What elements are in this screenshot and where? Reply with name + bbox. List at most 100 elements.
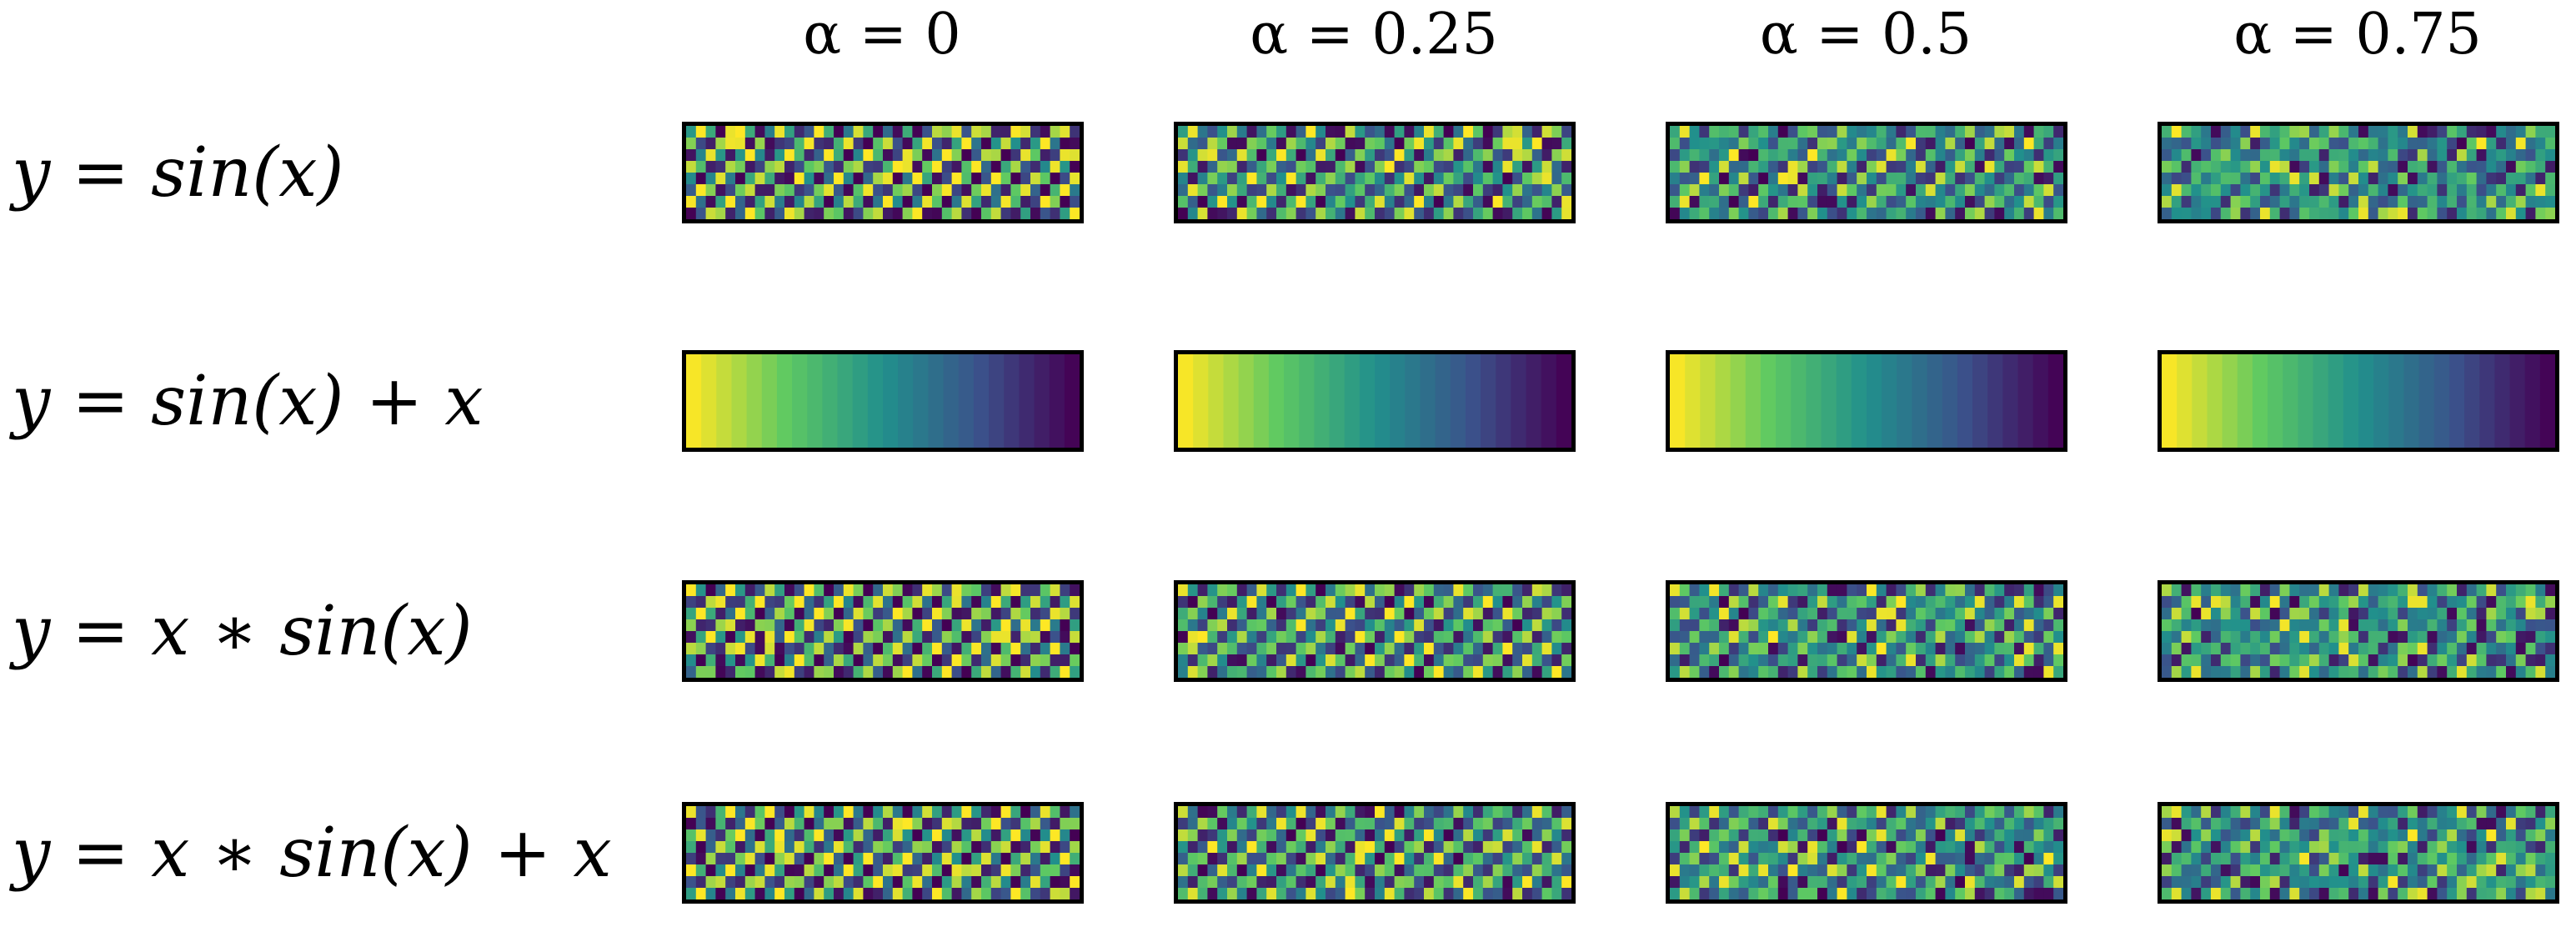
heatmap-cell: [1502, 841, 1513, 854]
heatmap-cell: [1365, 841, 1376, 854]
heatmap-cell: [1709, 126, 1720, 138]
heatmap-cell: [1807, 149, 1818, 162]
heatmap-cell: [1197, 829, 1208, 842]
heatmap-cell: [1266, 196, 1277, 208]
heatmap-cell: [1394, 888, 1405, 899]
heatmap-cell: [2525, 853, 2536, 865]
heatmap-cell: [1365, 196, 1376, 208]
heatmap-cell: [1197, 184, 1208, 197]
heatmap-cell: [1817, 608, 1828, 620]
heatmap-cell: [941, 829, 953, 842]
heatmap-cell: [1453, 888, 1464, 899]
heatmap-cell: [1886, 584, 1897, 597]
heatmap-cell: [1266, 666, 1277, 678]
heatmap-cell: [912, 184, 923, 197]
heatmap-cell: [1837, 608, 1847, 620]
heatmap-cell: [1197, 608, 1208, 620]
heatmap-cell: [1296, 138, 1306, 150]
heatmap-cell: [2515, 888, 2527, 899]
heatmap-cell: [2545, 876, 2555, 889]
heatmap-cell: [2427, 853, 2438, 865]
heatmap-cell: [1730, 354, 1747, 448]
heatmap-cell: [2299, 888, 2310, 899]
heatmap-cell: [2318, 806, 2330, 819]
heatmap-cell: [1974, 138, 1986, 150]
heatmap-cell: [1223, 354, 1240, 448]
heatmap-cell: [2043, 853, 2054, 865]
heatmap-cell: [725, 138, 736, 150]
heatmap-cell: [1414, 596, 1425, 609]
heatmap-cell: [2368, 161, 2379, 173]
heatmap-cell: [1178, 619, 1189, 632]
heatmap-cell: [922, 596, 933, 609]
heatmap-cell: [1807, 806, 1818, 819]
heatmap-cell: [2388, 864, 2398, 877]
heatmap-cell: [1512, 864, 1523, 877]
heatmap-cell: [2033, 888, 2044, 899]
heatmap-cell: [1867, 643, 1877, 655]
heatmap-cell: [1316, 184, 1326, 197]
heatmap-cell: [2211, 173, 2222, 185]
heatmap-cell: [2201, 666, 2212, 678]
heatmap-cell: [1758, 853, 1769, 865]
heatmap-cell: [843, 654, 854, 667]
heatmap-cell: [784, 888, 795, 899]
heatmap-cell: [1482, 654, 1494, 667]
heatmap-cell: [1728, 666, 1740, 678]
heatmap-cell: [2476, 829, 2487, 842]
heatmap-cell: [1807, 619, 1818, 632]
heatmap-cell: [1178, 126, 1189, 138]
heatmap-cell: [725, 584, 736, 597]
heatmap-cell: [784, 126, 795, 138]
heatmap-cell: [784, 666, 795, 678]
heatmap-cell: [686, 149, 697, 162]
heatmap-cell: [902, 806, 913, 819]
heatmap-cell: [1748, 876, 1759, 889]
heatmap-cell: [1246, 841, 1257, 854]
heatmap-cell: [853, 806, 864, 819]
heatmap-cell: [2447, 666, 2458, 678]
heatmap-cell: [1551, 126, 1562, 138]
heatmap-cell: [1404, 584, 1415, 597]
heatmap-cell: [1541, 818, 1552, 830]
heatmap-cell: [2191, 161, 2202, 173]
heatmap-cell: [1886, 208, 1897, 219]
heatmap-cell: [1728, 853, 1740, 865]
heatmap-cell: [2447, 596, 2458, 609]
heatmap-cell: [1217, 853, 1228, 865]
heatmap-cell: [686, 853, 697, 865]
heatmap-cell: [1935, 619, 1946, 632]
heatmap-cell: [2043, 818, 2054, 830]
heatmap-cell: [686, 631, 697, 644]
heatmap-cell: [2181, 631, 2192, 644]
heatmap-cell: [1906, 126, 1917, 138]
heatmap-cell: [2348, 666, 2359, 678]
heatmap-cell: [1837, 888, 1847, 899]
heatmap-cell: [1541, 584, 1552, 597]
heatmap-cell: [1851, 354, 1867, 448]
heatmap-cell: [1886, 818, 1897, 830]
heatmap-cell: [2033, 173, 2044, 185]
heatmap-cell: [1679, 806, 1691, 819]
heatmap-cell: [2260, 806, 2271, 819]
heatmap-cell: [1797, 619, 1808, 632]
heatmap-cell: [2211, 149, 2222, 162]
heatmap-cell: [774, 161, 785, 173]
heatmap-cell: [1807, 173, 1818, 185]
heatmap-cell: [2515, 829, 2527, 842]
heatmap-cell: [2466, 631, 2478, 644]
heatmap-cell: [1049, 354, 1065, 448]
heatmap-cell: [1955, 608, 1966, 620]
heatmap-cell: [932, 184, 943, 197]
heatmap-cell: [1817, 841, 1828, 854]
heatmap-cell: [1296, 596, 1306, 609]
heatmap-cell: [2250, 138, 2261, 150]
heatmap-cell: [2545, 888, 2555, 899]
heatmap-cell: [695, 666, 707, 678]
heatmap-cell: [1670, 608, 1681, 620]
heatmap-cell: [2043, 888, 2054, 899]
heatmap-cell: [2004, 666, 2015, 678]
heatmap-cell: [1414, 196, 1425, 208]
heatmap-cell: [2535, 608, 2546, 620]
heatmap-cell: [863, 631, 874, 644]
